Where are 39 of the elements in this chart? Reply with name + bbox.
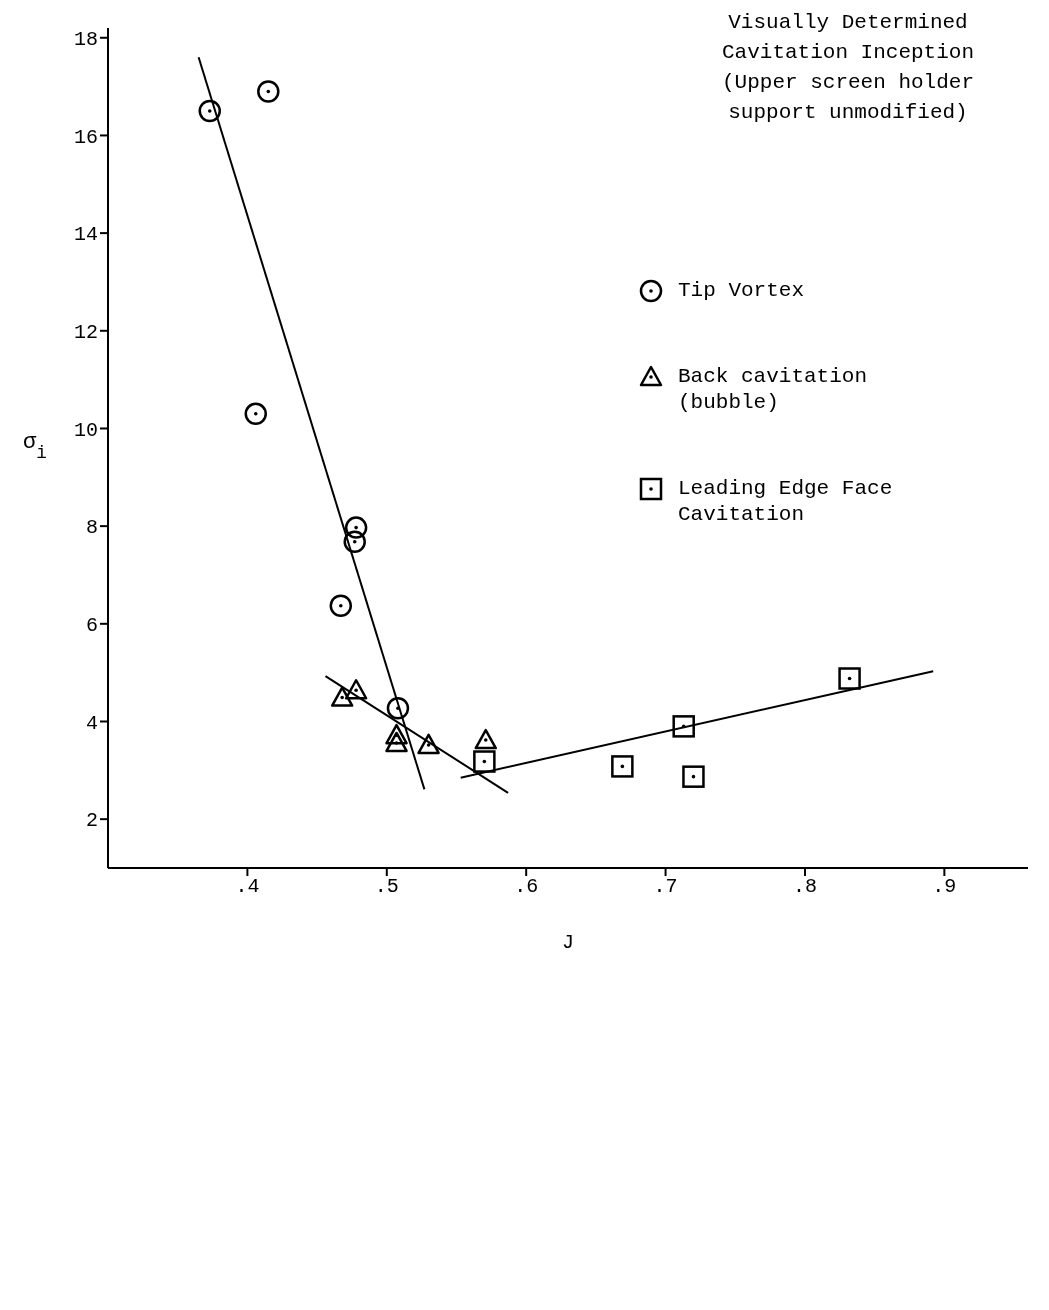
- y-tick-label: 18: [73, 27, 98, 51]
- point: [385, 723, 408, 745]
- point: [344, 516, 368, 539]
- x-tick-label: .4: [235, 875, 260, 899]
- y-tick-label: 16: [73, 125, 98, 149]
- y-tick-label: 14: [73, 223, 98, 247]
- y-tick-label: 10: [73, 418, 98, 442]
- point: [417, 733, 440, 755]
- y-tick-label: 2: [85, 809, 98, 833]
- x-axis-title: J: [561, 931, 575, 954]
- point: [198, 99, 222, 123]
- point: [611, 755, 634, 778]
- y-tick-label: 12: [73, 320, 98, 344]
- point: [329, 594, 353, 617]
- x-tick-label: .9: [932, 875, 957, 899]
- point: [330, 686, 354, 707]
- point: [343, 530, 366, 554]
- x-tick-label: .8: [792, 875, 817, 899]
- point: [244, 402, 268, 426]
- text: Visually Determined Cavitation Inception (Upper screen holder support unmodified): [720, 10, 975, 126]
- point: [474, 728, 498, 750]
- point: [682, 765, 705, 788]
- x-tick-label: .7: [653, 875, 678, 899]
- x-tick-label: .5: [374, 875, 399, 899]
- x-tick-label: .6: [514, 875, 539, 899]
- y-tick-label: 6: [85, 613, 98, 637]
- point: [257, 80, 280, 103]
- legend-label: Back cavitation (bubble): [678, 364, 869, 416]
- legend-label: Tip Vortex: [678, 278, 806, 304]
- y-tick-label: 4: [85, 711, 98, 735]
- point: [838, 667, 861, 690]
- point: [344, 678, 368, 700]
- y-tick-label: 8: [85, 516, 98, 540]
- point: [473, 750, 496, 773]
- y-axis-title: σ$_{i}$: [23, 430, 47, 463]
- point: [385, 731, 408, 753]
- legend-label: Leading Edge Face Cavitation: [678, 476, 894, 528]
- point: [672, 715, 695, 738]
- point: [386, 697, 410, 720]
